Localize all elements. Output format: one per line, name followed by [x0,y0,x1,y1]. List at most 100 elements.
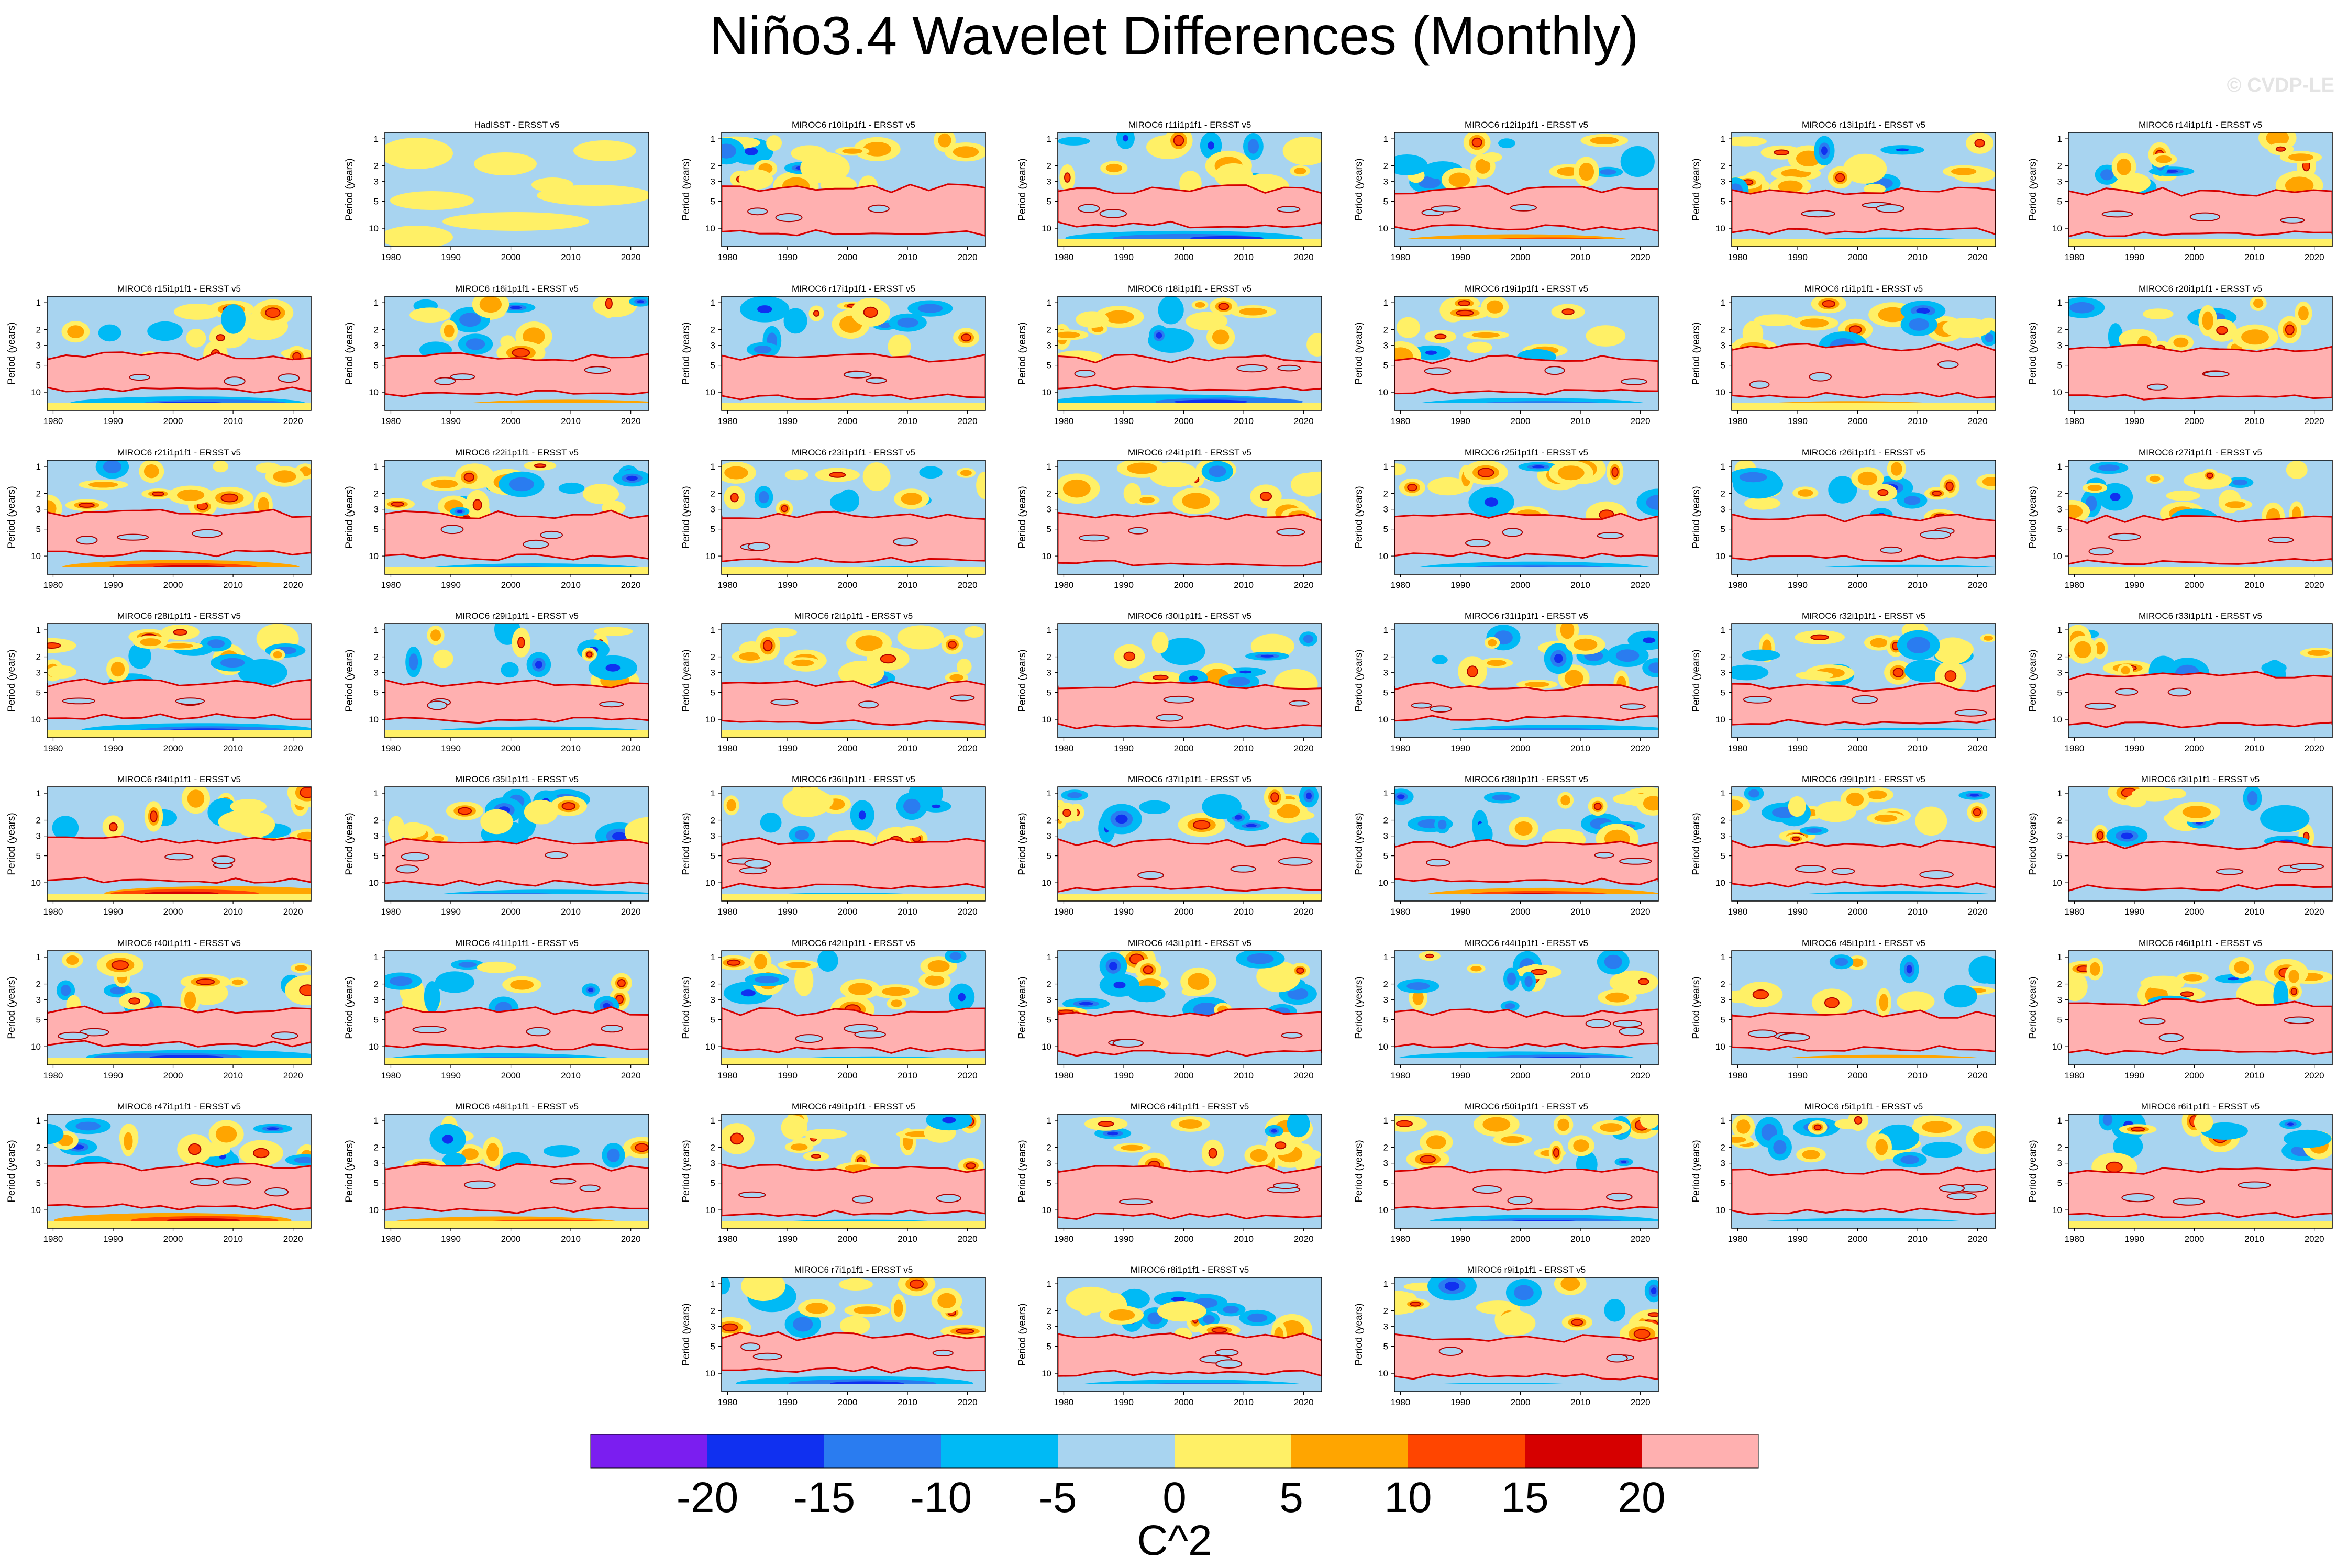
x-tick-label: 1990 [1788,743,1808,753]
y-tick-label: 5 [1721,197,1725,207]
x-tick-label: 1990 [1114,252,1134,262]
y-tick-label: 10 [2052,715,2062,725]
wavelet-panel: MIROC6 r27i1p1f1 - ERSST v5 1980 1990 2000 2… [2026,438,2348,602]
panel-title: MIROC6 r29i1p1f1 - ERSST v5 [455,611,579,621]
y-tick-label: 5 [36,525,41,535]
panel-title: MIROC6 r11i1p1f1 - ERSST v5 [1128,120,1251,130]
wavelet-panel: MIROC6 r12i1p1f1 - ERSST v5 1980 1990 2000 2… [1353,110,1674,274]
x-tick-label: 1980 [381,743,401,753]
x-tick-label: 1990 [1788,1071,1808,1081]
y-tick-label: 5 [1047,197,1051,207]
x-tick-label: 2000 [1848,416,1868,426]
y-axis-label: Period (years) [6,322,17,384]
x-tick-label: 2010 [561,1071,581,1081]
x-tick-label: 2020 [1631,1234,1651,1244]
x-tick-label: 2000 [1174,1397,1194,1407]
y-tick-label: 2 [36,980,41,989]
y-tick-label: 10 [369,1042,379,1052]
wavelet-field [2068,460,2332,574]
x-tick-label: 2010 [561,252,581,262]
y-tick-label: 5 [711,525,715,535]
wavelet-panel-svg: MIROC6 r2i1p1f1 - ERSST v5 1980 1990 2000 20… [681,611,986,753]
y-tick-label: 5 [2057,688,2062,698]
y-tick-label: 1 [2057,788,2062,798]
wavelet-panel-svg: MIROC6 r1i1p1f1 - ERSST v5 1980 1990 2000 20… [1691,284,1996,426]
y-tick-label: 2 [374,1143,379,1153]
x-tick-label: 1990 [2124,252,2144,262]
y-tick-label: 10 [705,1369,715,1378]
y-tick-label: 3 [711,177,715,187]
y-tick-label: 2 [36,325,41,335]
x-tick-label: 1990 [778,743,798,753]
y-tick-label: 3 [2057,177,2062,187]
wavelet-field [1394,460,1658,574]
y-tick-label: 3 [711,1322,715,1332]
y-tick-label: 10 [2052,387,2062,397]
y-tick-label: 10 [1042,224,1051,233]
panel-title: MIROC6 r38i1p1f1 - ERSST v5 [1465,774,1588,784]
y-tick-label: 1 [374,952,379,962]
x-tick-label: 2020 [958,416,978,426]
y-axis-label: Period (years) [1691,322,1702,384]
y-tick-label: 5 [1047,1178,1051,1188]
y-tick-label: 2 [1047,325,1051,335]
y-tick-label: 1 [2057,462,2062,472]
x-tick-label: 2010 [561,1234,581,1244]
plot-frame [721,1277,986,1392]
wavelet-panel-svg: MIROC6 r24i1p1f1 - ERSST v5 1980 1990 2000 2… [1017,448,1322,590]
colorbar-swatch [824,1434,941,1468]
wavelet-panel-svg: MIROC6 r18i1p1f1 - ERSST v5 1980 1990 2000 2… [1017,284,1322,426]
x-tick-label: 1980 [43,1234,63,1244]
x-tick-label: 1980 [1391,1071,1411,1081]
wavelet-field [1732,296,1996,410]
x-tick-label: 1980 [2065,252,2085,262]
y-tick-label: 3 [374,341,379,351]
wavelet-field [722,132,985,247]
y-tick-label: 1 [1383,625,1388,635]
wavelet-panel: MIROC6 r8i1p1f1 - ERSST v5 1980 1990 2000 20… [1016,1255,1337,1419]
panel-title: MIROC6 r37i1p1f1 - ERSST v5 [1128,774,1251,784]
y-tick-label: 3 [1721,668,1725,678]
x-tick-label: 2000 [1174,416,1194,426]
x-tick-label: 1990 [1450,580,1470,590]
wavelet-panel-svg: MIROC6 r5i1p1f1 - ERSST v5 1980 1990 2000 20… [1691,1102,1996,1244]
x-tick-label: 2010 [898,580,917,590]
y-axis-label: Period (years) [6,976,17,1039]
y-axis-label: Period (years) [2028,158,2039,220]
x-tick-label: 2000 [501,907,521,917]
y-tick-label: 1 [2057,1116,2062,1126]
x-tick-label: 2000 [501,252,521,262]
y-tick-label: 10 [1378,551,1388,561]
x-tick-label: 2000 [163,580,183,590]
y-axis-label: Period (years) [1017,1303,1028,1365]
y-tick-label: 10 [369,878,379,888]
wavelet-panel-svg: MIROC6 r6i1p1f1 - ERSST v5 1980 1990 2000 20… [2028,1102,2333,1244]
y-tick-label: 10 [1042,551,1051,561]
y-tick-label: 2 [711,1306,715,1316]
y-axis-label: Period (years) [681,486,692,548]
x-tick-label: 1990 [1788,907,1808,917]
x-tick-label: 2010 [1234,907,1254,917]
y-tick-label: 3 [1383,668,1388,678]
x-tick-label: 1980 [1728,252,1748,262]
y-axis-label: Period (years) [1017,486,1028,548]
wavelet-panel-svg: MIROC6 r35i1p1f1 - ERSST v5 1980 1990 2000 2… [344,774,649,917]
panel-title: MIROC6 r17i1p1f1 - ERSST v5 [792,284,915,294]
wavelet-field [385,460,649,574]
plot-frame [47,950,312,1065]
y-tick-label: 10 [369,551,379,561]
y-tick-label: 2 [2057,1143,2062,1153]
y-tick-label: 1 [1721,298,1725,308]
y-tick-label: 5 [374,1178,379,1188]
x-tick-label: 2000 [163,416,183,426]
y-tick-label: 2 [374,161,379,171]
wavelet-field [2068,951,2332,1065]
plot-frame [2068,950,2333,1065]
y-tick-label: 10 [2052,878,2062,888]
y-tick-label: 1 [374,1116,379,1126]
y-tick-label: 3 [374,1159,379,1169]
y-tick-label: 2 [711,161,715,171]
x-tick-label: 1990 [778,1397,798,1407]
y-tick-label: 5 [711,688,715,698]
x-tick-label: 1980 [2065,907,2085,917]
